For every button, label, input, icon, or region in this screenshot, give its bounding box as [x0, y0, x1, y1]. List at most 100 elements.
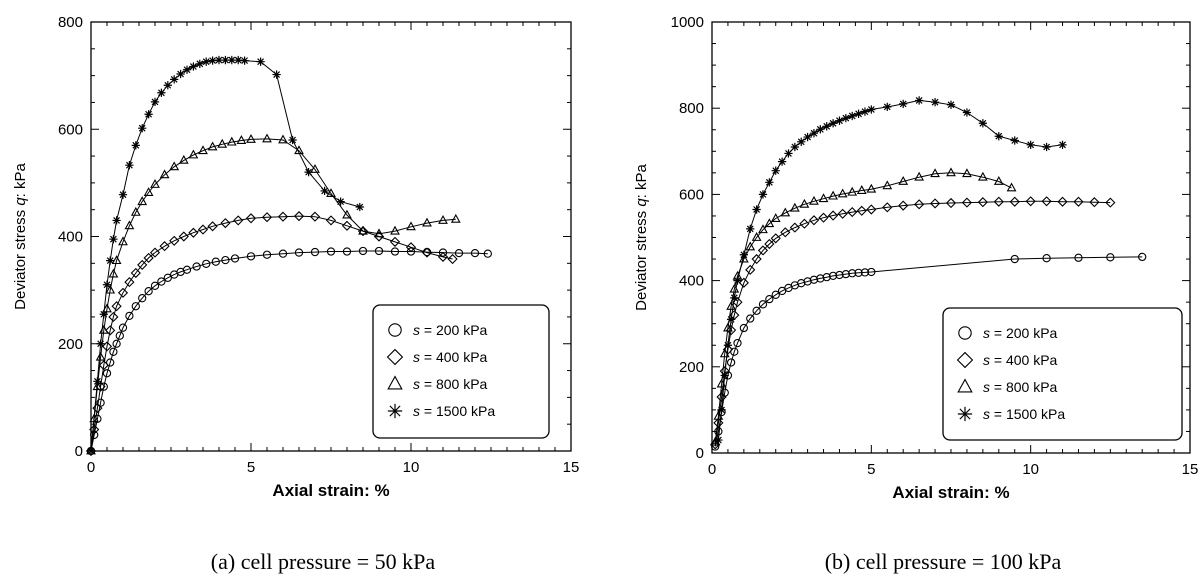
data-point [799, 218, 810, 229]
data-point [109, 347, 118, 356]
data-point [771, 166, 780, 175]
data-point [733, 338, 742, 348]
data-point [730, 293, 739, 302]
data-point [202, 57, 211, 66]
legend-label: s = 200 kPa [983, 325, 1058, 341]
data-point [977, 197, 988, 208]
data-point [118, 190, 128, 199]
data-point [914, 199, 925, 210]
data-point [765, 294, 774, 304]
data-point [108, 268, 119, 278]
legend-label-rest: = 800 kPa [990, 379, 1058, 395]
data-point [808, 215, 820, 226]
data-point [144, 110, 153, 119]
data-point [221, 55, 230, 65]
data-point [214, 55, 224, 65]
data-point [150, 179, 160, 188]
data-point [1041, 196, 1052, 207]
data-point [454, 248, 464, 258]
data-point [822, 273, 831, 282]
data-point [438, 248, 448, 257]
data-point [207, 221, 218, 232]
y-tick-label: 0 [75, 443, 83, 460]
figure-caption: (b) cell pressure = 100 kPa [825, 549, 1062, 574]
data-point [883, 102, 892, 112]
data-point [111, 255, 122, 265]
data-point [835, 116, 844, 125]
data-point [818, 193, 829, 203]
data-point [112, 216, 121, 225]
y-axis-label-prefix: Deviator stress [12, 206, 29, 310]
legend-label-var: s [983, 406, 990, 422]
data-point [1006, 182, 1017, 192]
y-tick-label: 200 [679, 359, 704, 376]
legend-label: s = 400 kPa [983, 352, 1058, 368]
data-point [770, 213, 781, 222]
data-point [108, 311, 119, 323]
data-point [137, 259, 148, 271]
data-point [341, 220, 353, 231]
legend-label-var: s [413, 322, 420, 338]
data-point [914, 171, 925, 181]
data-point [240, 56, 249, 65]
data-point [236, 135, 247, 144]
legend-label-rest: = 1500 kPa [990, 406, 1065, 422]
data-point [118, 236, 128, 246]
y-tick-label: 200 [58, 336, 83, 353]
data-point [202, 259, 211, 268]
data-point [866, 204, 877, 215]
data-point [777, 157, 787, 166]
data-point [713, 410, 724, 420]
data-point [758, 190, 768, 199]
data-point [358, 246, 368, 256]
data-point [738, 277, 749, 288]
data-point [1025, 196, 1036, 207]
data-point [170, 75, 179, 84]
data-point [867, 105, 876, 114]
data-point [130, 206, 141, 216]
y-tick-label: 800 [58, 14, 83, 31]
data-point [405, 242, 417, 253]
data-point [138, 124, 147, 133]
legend-label-var: s [983, 352, 990, 368]
legend-marker-triangle [387, 375, 403, 390]
data-point [789, 202, 800, 212]
data-point [797, 137, 806, 146]
y-tick-label: 600 [58, 121, 83, 138]
chart-panel-1: 0 5 10 15 0 200 400 600 800 Axial strain: % Deviat… [12, 14, 579, 574]
data-point [131, 141, 140, 150]
x-tick-label: 5 [867, 461, 875, 478]
data-point [930, 168, 940, 178]
data-point [211, 257, 220, 266]
data-point [131, 302, 140, 311]
data-point [374, 246, 384, 256]
data-point [816, 274, 825, 283]
data-point [994, 132, 1003, 141]
data-point [326, 188, 336, 198]
data-point [102, 280, 112, 289]
data-point [1058, 140, 1067, 149]
data-point [758, 300, 768, 309]
data-point [288, 135, 297, 145]
data-point [188, 227, 199, 238]
data-point [1089, 197, 1100, 208]
data-point [822, 122, 831, 131]
legend-box [942, 307, 1183, 441]
data-point [929, 198, 941, 209]
data-point [357, 226, 369, 237]
y-axis-label: Deviator stress q: kPa [12, 162, 29, 309]
data-point [105, 284, 116, 294]
data-point [421, 247, 433, 258]
data-point [143, 252, 154, 264]
data-point [1057, 196, 1068, 207]
legend-label: s = 800 kPa [983, 379, 1058, 395]
data-point [198, 145, 208, 155]
figure-caption: (a) cell pressure = 50 kPa [211, 549, 436, 574]
data-point [765, 178, 774, 187]
data-point [828, 190, 838, 200]
data-point [752, 306, 761, 315]
x-tick-label: 15 [1182, 461, 1199, 478]
data-point [144, 287, 153, 296]
